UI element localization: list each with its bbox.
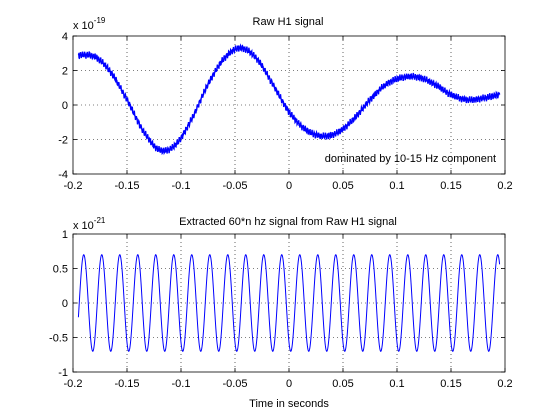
x-tick-label: 0.05 (332, 180, 353, 192)
series-line (77, 43, 501, 156)
x-tick-label: -0.05 (222, 378, 247, 390)
y-tick-label: -0.5 (49, 333, 68, 345)
y-axis: -1 -0.5 0 0.5 1 (49, 229, 505, 379)
x-tick-label: 0 (286, 378, 292, 390)
y-axis: -4 -2 0 2 4 (58, 31, 505, 181)
chart-title: Raw H1 signal (253, 16, 324, 28)
y-tick-label: 0.5 (53, 264, 68, 276)
grid (73, 36, 505, 174)
y-tick-label: 1 (62, 229, 68, 241)
extracted-signal-panel: Extracted 60*n hz signal from Raw H1 sig… (49, 216, 513, 410)
chart-title: Extracted 60*n hz signal from Raw H1 sig… (179, 216, 397, 228)
x-tick-label: -0.1 (172, 378, 191, 390)
x-tick-label: 0 (286, 180, 292, 192)
y-tick-label: 0 (62, 298, 68, 310)
raw-signal-panel: Raw H1 signal x 10-19 -0.2 -0.15 -0.1 -0.05… (58, 16, 512, 192)
x-tick-label: 0.15 (440, 378, 461, 390)
y-tick-label: 4 (62, 31, 68, 43)
exponent-label: x 10-21 (73, 216, 106, 232)
exponent-label: x 10-19 (73, 16, 106, 32)
x-tick-label: 0.05 (332, 378, 353, 390)
y-tick-label: 0 (62, 100, 68, 112)
x-axis: -0.2 -0.15 -0.1 -0.05 0 0.05 0.1 0.15 0.2 (64, 234, 513, 390)
x-tick-label: -0.1 (172, 180, 191, 192)
x-tick-label: -0.2 (64, 378, 83, 390)
y-tick-label: -2 (58, 135, 68, 147)
y-tick-label: -4 (58, 169, 68, 181)
x-tick-label: 0.2 (497, 180, 512, 192)
x-tick-label: 0.1 (389, 180, 404, 192)
annotation: dominated by 10-15 Hz component (325, 153, 496, 165)
x-axis: -0.2 -0.15 -0.1 -0.05 0 0.05 0.1 0.15 0.2 (64, 36, 513, 192)
series-line (77, 254, 501, 352)
x-tick-label: -0.15 (114, 378, 139, 390)
y-tick-label: -1 (58, 367, 68, 379)
x-tick-label: -0.05 (222, 180, 247, 192)
x-tick-label: -0.2 (64, 180, 83, 192)
x-tick-label: -0.15 (114, 180, 139, 192)
x-tick-label: 0.2 (497, 378, 512, 390)
x-axis-label: Time in seconds (249, 398, 329, 410)
x-tick-label: 0.1 (389, 378, 404, 390)
y-tick-label: 2 (62, 66, 68, 78)
x-tick-label: 0.15 (440, 180, 461, 192)
